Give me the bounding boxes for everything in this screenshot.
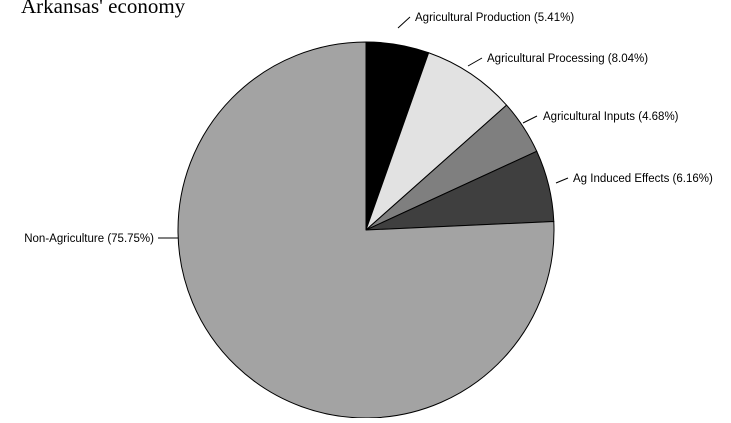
leader-line-2 xyxy=(467,57,483,67)
pie-slice-5 xyxy=(177,41,555,419)
slice-label-1: Agricultural Production (5.41%) xyxy=(415,12,574,24)
leader-line-3 xyxy=(522,115,538,124)
slice-label-4: Ag Induced Effects (6.16%) xyxy=(573,173,713,185)
slice-label-5: Non-Agriculture (75.75%) xyxy=(24,233,154,245)
labels-layer: Agricultural Production (5.41%) Agricultu… xyxy=(24,12,713,245)
chart-title: Arkansas' economy xyxy=(21,0,186,18)
slices-layer xyxy=(177,41,555,419)
leader-line-4 xyxy=(555,177,569,184)
slice-label-3: Agricultural Inputs (4.68%) xyxy=(543,111,679,123)
slice-label-2: Agricultural Processing (8.04%) xyxy=(487,53,648,65)
leader-line-1 xyxy=(397,16,411,29)
pie-slice-2 xyxy=(365,52,508,231)
